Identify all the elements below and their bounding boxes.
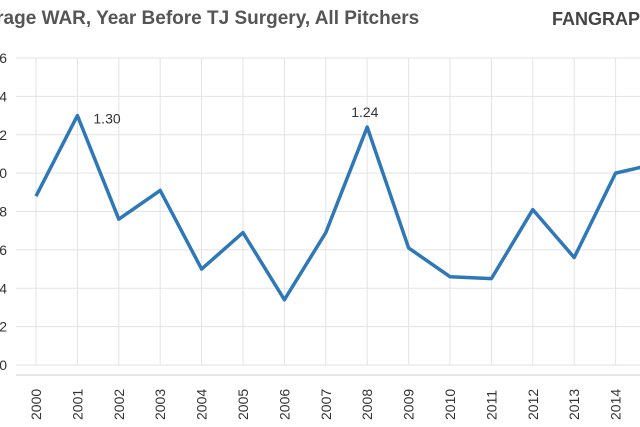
y-tick-label: 1.6 <box>0 50 7 66</box>
x-tick-label: 2007 <box>318 389 334 420</box>
data-line <box>34 113 640 302</box>
data-label: 1.30 <box>93 111 120 127</box>
y-tick-label: 0.0 <box>0 357 7 373</box>
x-tick-label: 2004 <box>194 389 210 420</box>
x-tick-label: 2002 <box>111 389 127 420</box>
y-tick-label: 1.0 <box>0 165 7 181</box>
y-tick-label: 0.2 <box>0 319 7 335</box>
x-tick-label: 2000 <box>28 389 44 420</box>
x-tick-label: 2005 <box>235 389 251 420</box>
y-tick-label: 0.4 <box>0 280 7 296</box>
logo: FANGRAPHS <box>552 9 640 29</box>
x-tick-label: 2006 <box>276 389 292 420</box>
x-tick-label: 2011 <box>483 390 499 420</box>
x-tick-label: 2001 <box>69 389 85 420</box>
x-tick-label: 2010 <box>442 389 458 420</box>
y-tick-label: 0.6 <box>0 242 7 258</box>
x-tick-label: 2012 <box>525 389 541 420</box>
x-tick-label: 2003 <box>152 389 168 420</box>
y-tick-label: 1.4 <box>0 88 7 104</box>
y-tick-label: 0.8 <box>0 204 7 220</box>
x-tick-label: 2009 <box>401 389 417 420</box>
data-label: 1.24 <box>351 104 378 120</box>
y-tick-label: 1.2 <box>0 127 7 143</box>
x-tick-label: 2014 <box>608 389 624 420</box>
x-tick-label: 2013 <box>566 389 582 420</box>
x-tick-label: 2008 <box>359 389 375 420</box>
chart-title: Average WAR, Year Before TJ Surgery, All… <box>0 8 419 29</box>
